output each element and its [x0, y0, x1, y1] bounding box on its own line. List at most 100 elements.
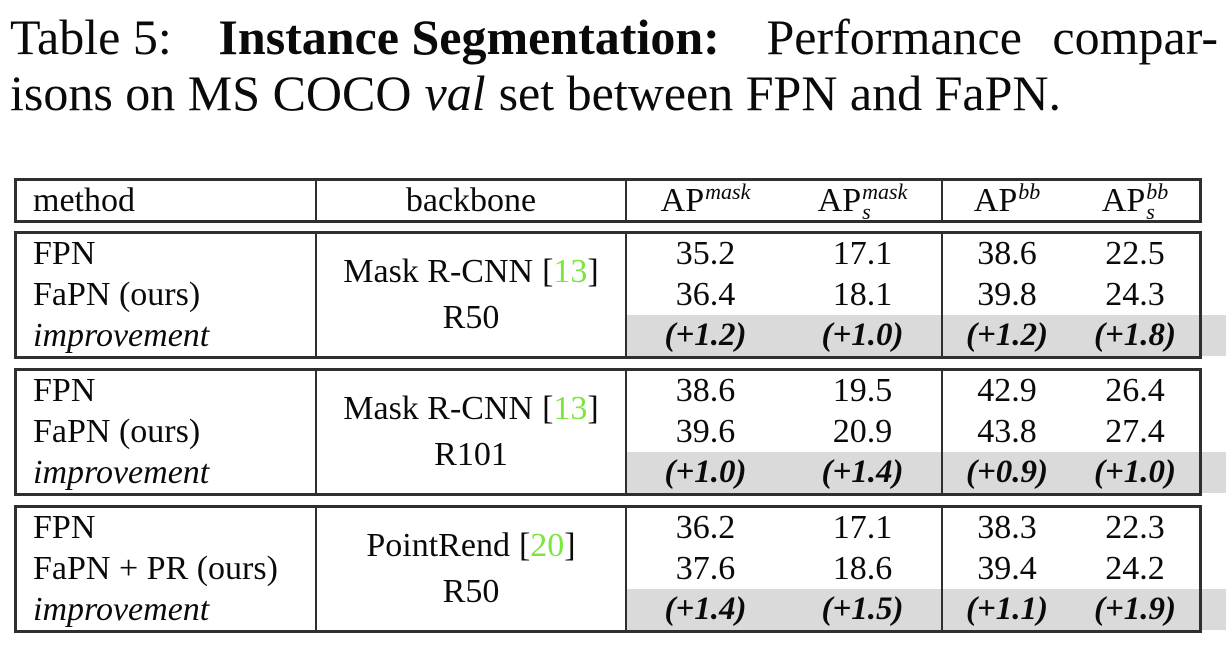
value-cell: 17.1 [832, 235, 893, 273]
value-cell: 38.6 [675, 372, 736, 410]
citation-number: 13 [553, 390, 588, 427]
backbone-line-1: Mask R-CNN [13] [343, 249, 599, 295]
col-header-backbone: backbone [405, 182, 537, 219]
backbone-cell: Mask R-CNN [13] R50 [317, 234, 625, 356]
improvement-value-cell: (+1.0) [821, 317, 904, 354]
column-divider [941, 234, 943, 356]
table-block-mask-rcnn-r50: FPN FaPN (ours) improvement Mask R-CNN [1… [14, 231, 1226, 359]
method-cell: FPN [33, 372, 96, 410]
value-cell: 42.9 [977, 372, 1037, 410]
value-cell: 36.4 [675, 275, 736, 313]
method-cell-improvement: improvement [33, 316, 210, 354]
block-grid: FPN FaPN + PR (ours) improvement PointRe… [17, 508, 1199, 630]
table-block-pointrend-r50: FPN FaPN + PR (ours) improvement PointRe… [14, 505, 1226, 633]
improvement-value-cell: (+1.0) [664, 454, 747, 491]
method-cell: FaPN (ours) [33, 275, 201, 313]
column-divider [941, 371, 943, 493]
backbone-variant: R101 [434, 436, 508, 473]
citation-bracket-close: ] [587, 253, 599, 290]
improvement-value-cell: (+1.4) [821, 454, 904, 491]
method-cell: FaPN + PR (ours) [33, 549, 278, 587]
column-divider [315, 371, 317, 493]
value-cell: 36.2 [675, 509, 736, 547]
metric-scripts: mask [705, 181, 750, 221]
value-cell: 22.5 [1105, 235, 1165, 273]
table-header-box: method backbone AP mask AP mask s AP bb AP bb… [14, 178, 1202, 223]
backbone-name: Mask R-CNN [343, 253, 534, 290]
metric-sub: s [1146, 199, 1155, 224]
value-cell: 37.6 [675, 549, 736, 587]
value-cell: 19.5 [832, 372, 893, 410]
improvement-highlight-row [625, 452, 1226, 493]
table-block-mask-rcnn-r101: FPN FaPN (ours) improvement Mask R-CNN [1… [14, 368, 1226, 496]
value-cell: 43.8 [977, 412, 1037, 450]
value-cell: 24.2 [1105, 549, 1165, 587]
method-cell-improvement: improvement [33, 590, 210, 628]
header-grid: method backbone AP mask AP mask s AP bb AP bb… [17, 179, 1199, 224]
value-cell: 22.3 [1105, 509, 1165, 547]
citation-number: 13 [553, 253, 588, 290]
backbone-variant: R50 [442, 573, 500, 610]
improvement-value-cell: (+1.1) [965, 591, 1049, 628]
citation-bracket-close: ] [564, 527, 576, 564]
citation-bracket-open: [ [542, 253, 554, 290]
method-cell: FPN [33, 509, 96, 547]
value-cell: 20.9 [832, 412, 893, 450]
improvement-value-cell: (+1.4) [664, 591, 747, 628]
caption-line-1: Table 5: Instance Segmentation: Performa… [10, 10, 1218, 64]
metric-scripts: mask s [862, 179, 908, 223]
col-header-method: method [33, 182, 135, 219]
citation-number: 20 [530, 527, 565, 564]
improvement-value-cell: (+0.9) [965, 454, 1049, 491]
value-cell: 17.1 [832, 509, 893, 547]
col-header-ap-mask: AP mask [627, 181, 784, 221]
improvement-value-cell: (+1.2) [664, 317, 747, 354]
metric-sup: mask [862, 179, 908, 204]
metric-sup: bb [1146, 179, 1169, 204]
value-cell: 24.3 [1105, 275, 1165, 313]
column-divider [625, 234, 627, 356]
value-cell: 39.4 [977, 549, 1037, 587]
value-cell: 18.1 [832, 275, 893, 313]
backbone-name: Mask R-CNN [343, 390, 534, 427]
column-divider [315, 508, 317, 630]
column-divider [315, 181, 317, 221]
caption-rest: Performance compar- [766, 9, 1219, 65]
metric-base: AP [973, 182, 1018, 219]
value-cell: 26.4 [1105, 372, 1165, 410]
column-divider [941, 508, 943, 630]
backbone-variant: R50 [442, 299, 500, 336]
backbone-name: PointRend [366, 527, 510, 564]
improvement-value-cell: (+1.0) [1093, 454, 1177, 491]
caption-val-italic: val [424, 65, 486, 121]
metric-scripts: bb [1018, 181, 1040, 221]
value-cell: 38.6 [977, 235, 1037, 273]
method-cell: FaPN (ours) [33, 412, 201, 450]
backbone-cell: Mask R-CNN [13] R101 [317, 371, 625, 493]
column-divider [941, 181, 943, 221]
improvement-highlight-row [625, 315, 1226, 356]
metric-base: AP [1101, 182, 1146, 219]
caption-line2-pre: isons on MS COCO [10, 65, 412, 121]
metric-scripts: bb s [1146, 179, 1169, 224]
backbone-cell: PointRend [20] R50 [317, 508, 625, 630]
block-grid: FPN FaPN (ours) improvement Mask R-CNN [1… [17, 234, 1199, 356]
improvement-value-cell: (+1.5) [821, 591, 904, 628]
metric-sup: bb [1018, 179, 1041, 204]
caption-heading: Instance Segmentation: [218, 9, 720, 65]
block-grid: FPN FaPN (ours) improvement Mask R-CNN [1… [17, 371, 1199, 493]
column-divider [625, 181, 627, 221]
col-header-ap-mask-s: AP mask s [784, 179, 941, 223]
col-header-ap-bb-s: AP bb s [1071, 179, 1199, 224]
column-divider [625, 371, 627, 493]
caption-line2-post: set between FPN and FaPN. [498, 65, 1062, 121]
column-divider [315, 234, 317, 356]
value-cell: 38.3 [977, 509, 1037, 547]
value-cell: 39.8 [977, 275, 1037, 313]
caption-label: Table 5: [10, 9, 172, 65]
backbone-line-1: PointRend [20] [366, 523, 575, 569]
metric-base: AP [660, 182, 705, 219]
table-caption: Table 5: Instance Segmentation: Performa… [10, 10, 1218, 120]
citation-bracket-close: ] [587, 390, 599, 427]
metric-sup: mask [705, 179, 751, 204]
